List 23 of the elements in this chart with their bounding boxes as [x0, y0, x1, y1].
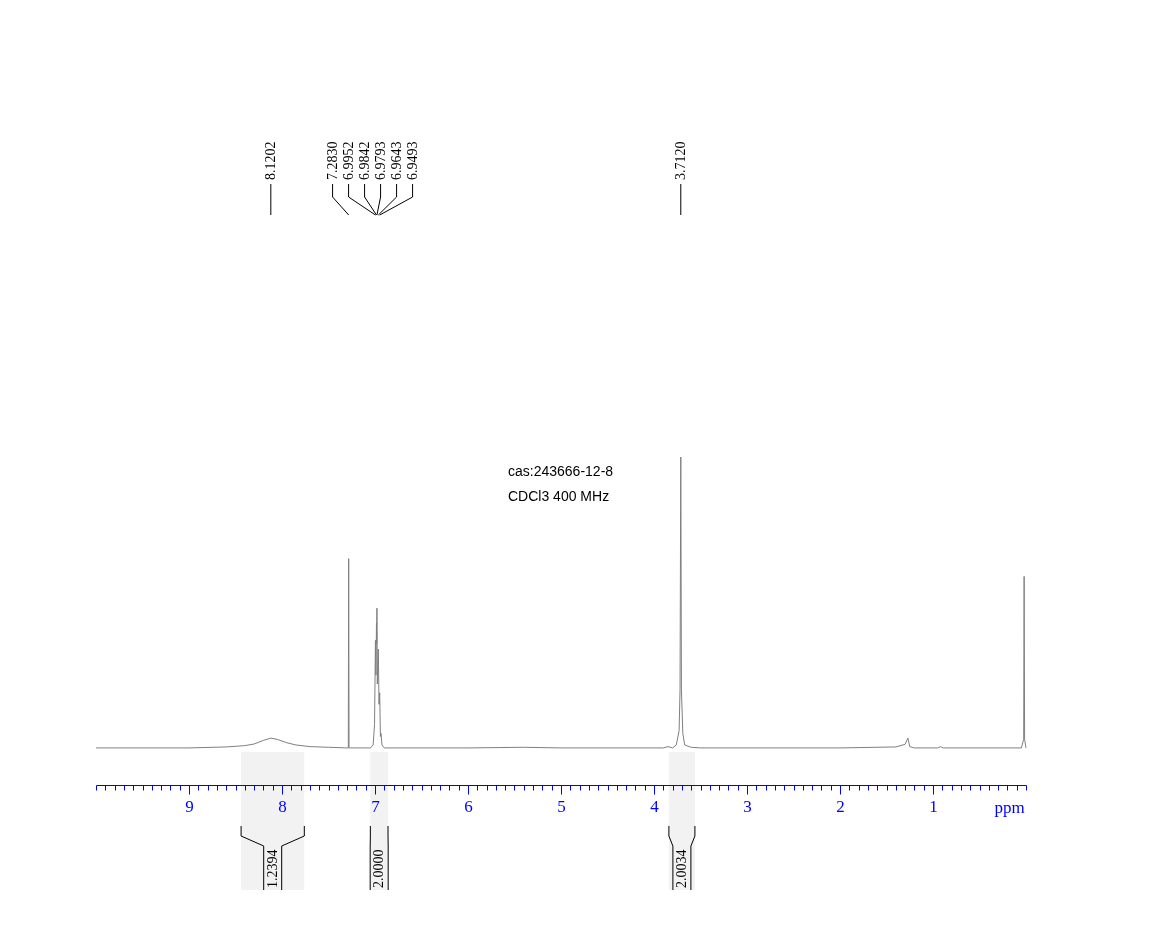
x-tick-label: 7: [371, 796, 381, 816]
band-label: 2.0000: [371, 849, 387, 888]
x-tick-label: 4: [650, 796, 660, 816]
x-tick-label: 1: [929, 796, 938, 816]
x-axis-title: ppm: [994, 797, 1025, 817]
x-tick-label: 9: [185, 796, 194, 816]
annotation: CDCl3 400 MHz: [508, 488, 610, 504]
annotation: 7.2830: [324, 141, 340, 180]
x-tick-label: 5: [557, 796, 566, 816]
x-tick-label: 3: [743, 796, 752, 816]
annotation: 8.1202: [262, 141, 278, 180]
x-tick-label: 8: [278, 796, 287, 816]
x-tick-label: 6: [464, 796, 473, 816]
annotation: 6.9842: [356, 141, 372, 180]
band-label: 2.0034: [673, 849, 689, 888]
annotation: 6.9952: [340, 141, 356, 180]
annotation: 6.9793: [372, 141, 388, 180]
annotation: cas:243666-12-8: [508, 463, 614, 479]
x-tick-label: 2: [836, 796, 845, 816]
band-label: 1.2394: [264, 849, 280, 888]
annotation: 6.9643: [388, 141, 404, 180]
annotation: 6.9493: [404, 141, 420, 180]
annotation: 3.7120: [672, 141, 688, 180]
